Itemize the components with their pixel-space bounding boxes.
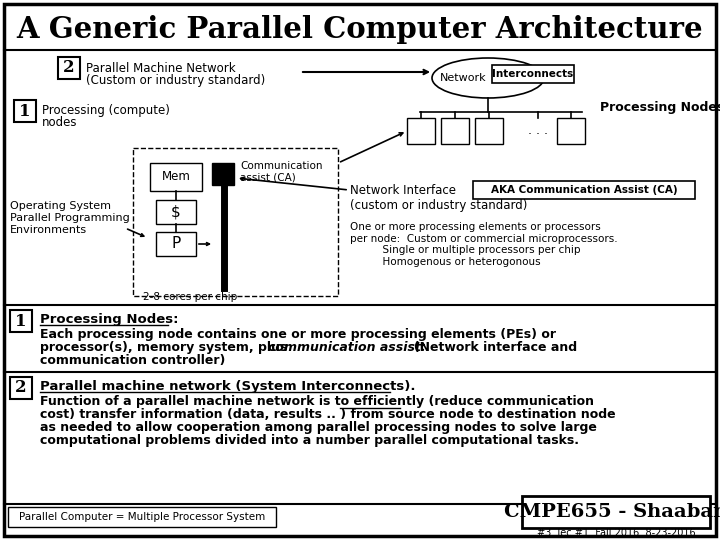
Text: 1: 1 — [19, 103, 31, 119]
Bar — [407, 118, 435, 144]
Bar — [10, 377, 32, 399]
Bar — [475, 118, 503, 144]
Text: processor(s), memory system, plus: processor(s), memory system, plus — [40, 341, 292, 354]
Bar — [150, 163, 202, 191]
Ellipse shape — [432, 58, 544, 98]
Text: Function of a parallel machine network is to efficiently (reduce communication: Function of a parallel machine network i… — [40, 395, 594, 408]
Bar — [14, 100, 36, 122]
Text: computational problems divided into a number parallel computational tasks.: computational problems divided into a nu… — [40, 434, 579, 447]
Text: Communication
assist (CA): Communication assist (CA) — [240, 161, 323, 183]
Text: Parallel Machine Network: Parallel Machine Network — [86, 62, 235, 75]
Text: Network Interface: Network Interface — [350, 184, 456, 197]
Text: 2: 2 — [63, 59, 75, 77]
Text: Processing (compute): Processing (compute) — [42, 104, 170, 117]
Text: . . .: . . . — [528, 125, 548, 138]
Text: Mem: Mem — [161, 171, 190, 184]
Text: One or more processing elements or processors
per node:  Custom or commercial mi: One or more processing elements or proce… — [350, 222, 618, 267]
Text: nodes: nodes — [42, 116, 78, 129]
Text: 1: 1 — [15, 313, 27, 329]
Bar — [492, 65, 574, 83]
Text: (custom or industry standard): (custom or industry standard) — [350, 199, 527, 212]
Text: as needed to allow cooperation among parallel processing nodes to solve large: as needed to allow cooperation among par… — [40, 421, 597, 434]
Text: AKA Communication Assist (CA): AKA Communication Assist (CA) — [491, 185, 678, 195]
Text: P: P — [171, 237, 181, 252]
Text: Interconnects: Interconnects — [492, 69, 574, 79]
Bar — [58, 57, 80, 79]
Bar — [473, 181, 695, 199]
Text: Processing Nodes:: Processing Nodes: — [40, 313, 179, 326]
Text: (Custom or industry standard): (Custom or industry standard) — [86, 74, 265, 87]
Text: Network: Network — [440, 73, 486, 83]
Text: #3  lec #1  Fall 2016  8-23-2016: #3 lec #1 Fall 2016 8-23-2016 — [536, 528, 696, 538]
Text: Each processing node contains one or more processing elements (PEs) or: Each processing node contains one or mor… — [40, 328, 556, 341]
Text: A Generic Parallel Computer Architecture: A Generic Parallel Computer Architecture — [17, 16, 703, 44]
Text: Processing Nodes: Processing Nodes — [600, 102, 720, 114]
Bar — [212, 163, 234, 185]
Text: Operating System
Parallel Programming
Environments: Operating System Parallel Programming En… — [10, 201, 130, 234]
Text: 2-8 cores per chip: 2-8 cores per chip — [143, 292, 237, 302]
Text: communication assist:: communication assist: — [268, 341, 426, 354]
Bar — [133, 148, 338, 296]
Bar — [156, 200, 196, 224]
Text: Parallel machine network (System Interconnects).: Parallel machine network (System Interco… — [40, 380, 415, 393]
Text: cost) transfer information (data, results .. ) from source node to destination n: cost) transfer information (data, result… — [40, 408, 616, 421]
Bar — [10, 310, 32, 332]
Bar — [441, 118, 469, 144]
Text: $: $ — [171, 205, 181, 219]
Text: Parallel Computer = Multiple Processor System: Parallel Computer = Multiple Processor S… — [19, 512, 265, 522]
Bar — [156, 232, 196, 256]
Bar — [8, 507, 276, 527]
Text: communication controller): communication controller) — [40, 354, 225, 367]
Text: 2: 2 — [15, 380, 27, 396]
Bar — [522, 496, 710, 528]
Text: (Network interface and: (Network interface and — [405, 341, 577, 354]
Text: CMPE655 - Shaaban: CMPE655 - Shaaban — [505, 503, 720, 521]
Bar — [557, 118, 585, 144]
